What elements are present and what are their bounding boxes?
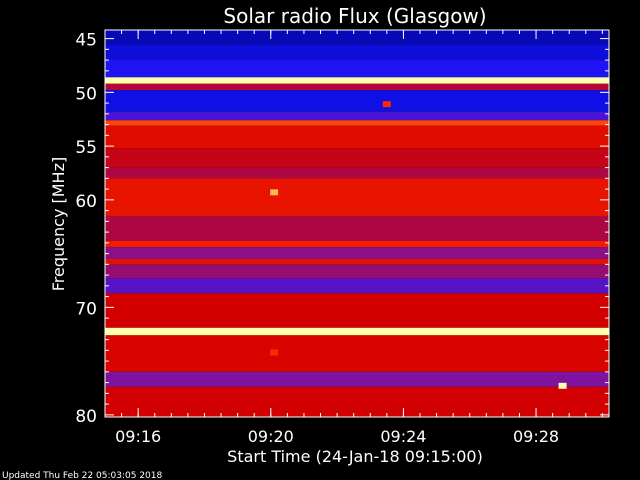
frequency-band (105, 293, 609, 328)
burst-mark (270, 189, 279, 196)
frequency-band (105, 167, 609, 179)
frequency-band (105, 335, 609, 372)
frequency-band (105, 278, 609, 294)
frequency-band (105, 148, 609, 168)
burst-mark (558, 382, 567, 389)
x-tick-label: 09:24 (380, 427, 426, 446)
update-timestamp: Updated Thu Feb 22 05:03:05 2018 (2, 471, 163, 480)
x-tick-label: 09:28 (513, 427, 559, 446)
frequency-band (105, 111, 609, 121)
burst-mark (382, 101, 391, 108)
y-tick-label: 50 (75, 84, 97, 104)
frequency-band (105, 215, 609, 241)
frequency-band (105, 258, 609, 265)
y-tick-label: 80 (75, 407, 97, 427)
frequency-band (105, 45, 609, 61)
frequency-band (105, 247, 609, 259)
frequency-band (105, 178, 609, 216)
frequency-band (105, 371, 609, 387)
y-tick-label: 70 (75, 299, 97, 319)
y-tick-label: 60 (75, 192, 97, 212)
frequency-band (105, 90, 609, 112)
frequency-band (105, 240, 609, 248)
frequency-band (105, 83, 609, 91)
frequency-band (105, 77, 609, 84)
chart-title: Solar radio Flux (Glasgow) (223, 4, 486, 28)
y-tick-label: 45 (75, 31, 97, 51)
x-axis: 09:16 09:20 09:24 09:28 (104, 30, 603, 446)
plot-frame (104, 29, 610, 418)
y-axis-label: Frequency [MHz] (49, 157, 68, 291)
frequency-band (105, 125, 609, 149)
frequency-band (105, 264, 609, 279)
y-axis: 45 50 55 60 70 80 (75, 31, 609, 427)
x-axis-label: Start Time (24-Jan-18 09:15:00) (227, 447, 483, 466)
frequency-band (105, 386, 609, 417)
heatmap-area[interactable] (105, 30, 609, 417)
frequency-band (105, 60, 609, 78)
burst-mark (270, 349, 279, 356)
frequency-band (105, 120, 609, 126)
frequency-band (105, 30, 609, 46)
x-tick-label: 09:16 (115, 427, 161, 446)
frequency-band (105, 327, 609, 336)
x-tick-label: 09:20 (248, 427, 294, 446)
y-tick-label: 55 (75, 138, 97, 158)
